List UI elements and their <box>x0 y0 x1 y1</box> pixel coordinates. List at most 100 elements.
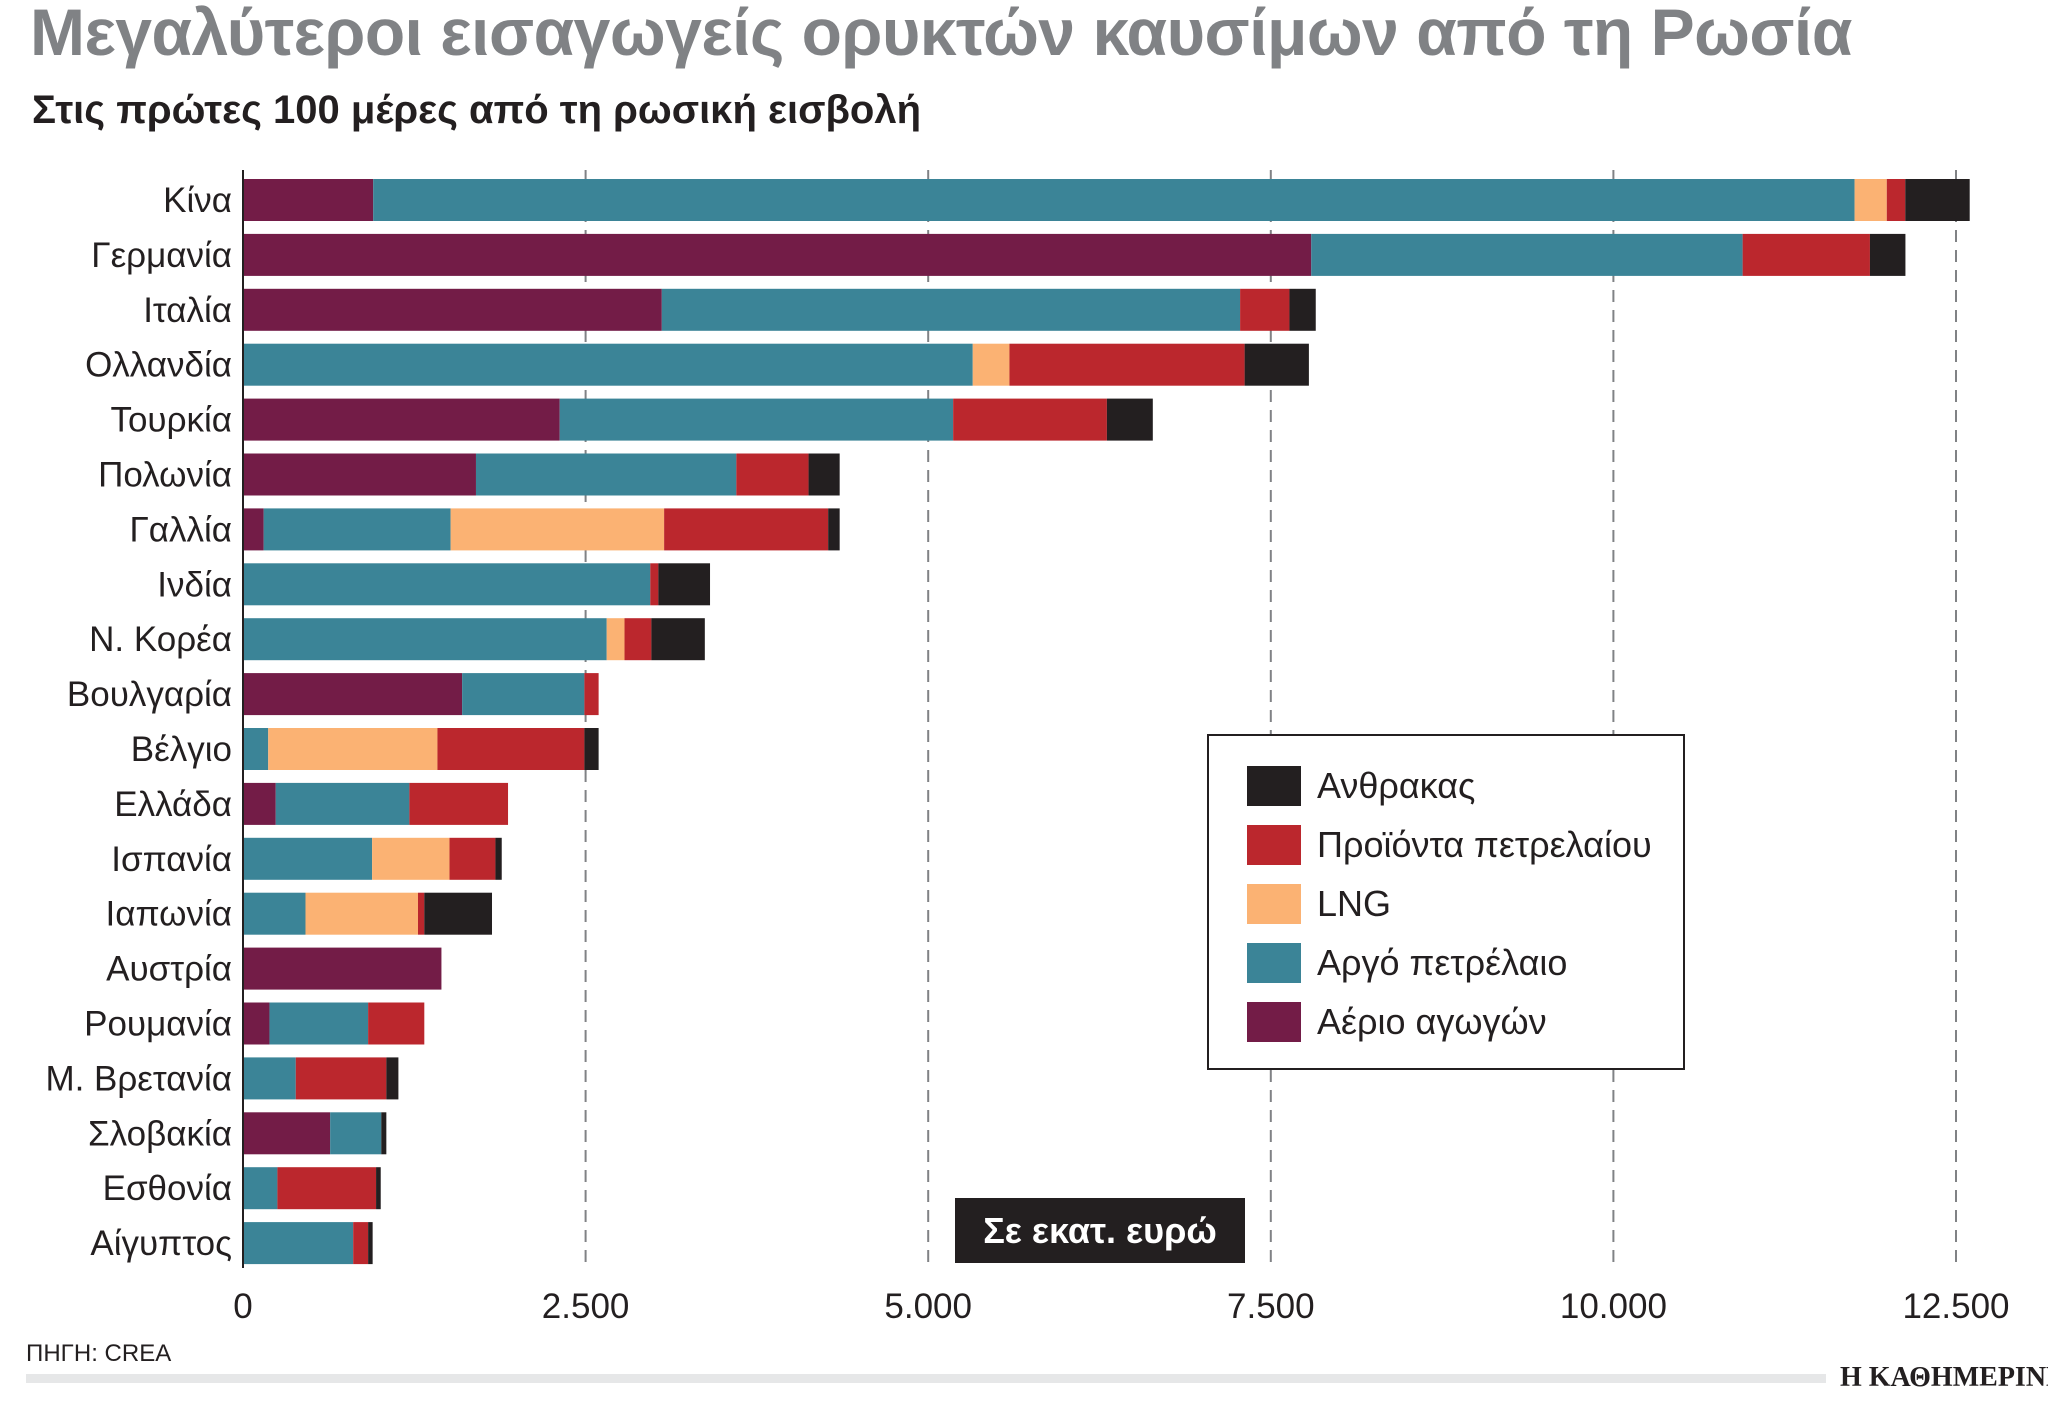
bar-segment <box>1240 288 1290 331</box>
bar-segment <box>418 892 425 935</box>
bar-segment <box>243 1057 296 1100</box>
bar-segment <box>277 1167 377 1210</box>
category-label: Ολλανδία <box>85 346 232 385</box>
bar-segment <box>450 508 665 551</box>
legend-swatch <box>1247 943 1301 983</box>
legend-label: LNG <box>1317 883 1392 924</box>
bar-segment <box>1106 398 1153 441</box>
bar-segment <box>268 728 438 770</box>
legend-item: LNG <box>1247 883 1392 924</box>
bar-segment <box>243 837 373 880</box>
legend-item: Ανθρακας <box>1247 765 1476 806</box>
bar-segment <box>1009 343 1245 386</box>
bar-segment <box>243 508 264 551</box>
bar-segment <box>243 673 463 716</box>
bar-segment <box>243 782 276 825</box>
category-label: Μ. Βρετανία <box>45 1059 232 1098</box>
category-label: Ισπανία <box>111 840 232 879</box>
category-label: Εσθονία <box>103 1169 232 1208</box>
category-label: Ρουμανία <box>84 1005 232 1044</box>
category-label: Τουρκία <box>110 401 232 440</box>
bar-segment <box>269 1002 369 1045</box>
bar-segment <box>295 1057 387 1100</box>
bar-segment <box>243 1112 331 1155</box>
x-tick-label: 12.500 <box>1902 1287 2009 1326</box>
legend-swatch <box>1247 884 1301 924</box>
category-label: Βουλγαρία <box>67 675 232 714</box>
x-tick-labels: 0 2.500 5.000 7.500 10.000 12.500 <box>233 1287 2009 1326</box>
legend-label: Αέριο αγωγών <box>1317 1001 1547 1042</box>
bar-segment <box>1886 179 1906 221</box>
category-label: Αίγυπτος <box>90 1224 232 1263</box>
bar-segment <box>376 1167 381 1210</box>
bar-segment <box>243 343 973 386</box>
bar-segment <box>243 398 560 441</box>
bar-segment <box>330 1112 382 1155</box>
bar-segment <box>243 1222 354 1265</box>
bar-segment <box>243 1002 270 1045</box>
bar-segment <box>664 508 829 551</box>
bar-segment <box>1311 233 1743 276</box>
bar-segment <box>559 398 954 441</box>
bar-segment <box>661 288 1241 331</box>
footer-divider <box>26 1374 1826 1383</box>
bar-segment <box>1289 288 1316 331</box>
x-tick-label: 10.000 <box>1560 1287 1667 1326</box>
category-label: Πολωνία <box>98 456 232 495</box>
legend-swatch <box>1247 1002 1301 1042</box>
bar-segment <box>263 508 451 551</box>
bar-segment <box>386 1057 399 1100</box>
legend-label: Προϊόντα πετρελαίου <box>1317 824 1652 865</box>
bar-segment <box>372 837 450 880</box>
bar-segment <box>243 728 269 770</box>
category-label: Ιταλία <box>143 291 232 330</box>
category-label: Ν. Κορέα <box>89 620 232 659</box>
bar-segment <box>651 618 705 661</box>
bar-segment <box>475 453 737 496</box>
bars <box>243 179 1970 1265</box>
bar-segment <box>808 453 840 496</box>
bar-segment <box>736 453 809 496</box>
chart-subtitle: Στις πρώτες 100 μέρες από τη ρωσική εισβ… <box>32 88 922 132</box>
category-label: Κίνα <box>163 181 232 220</box>
bar-segment <box>353 1222 369 1265</box>
legend-item: Προϊόντα πετρελαίου <box>1247 824 1652 865</box>
bar-segment <box>368 1002 425 1045</box>
bar-segment <box>606 618 625 661</box>
x-tick-label: 5.000 <box>884 1287 972 1326</box>
category-label: Βέλγιο <box>131 730 232 769</box>
category-label: Αυστρία <box>106 950 232 989</box>
bar-segment <box>658 563 711 606</box>
legend-item: Αργό πετρέλαιο <box>1247 942 1568 983</box>
legend: Ανθρακας Προϊόντα πετρελαίου LNG Αργό πετρέ… <box>1207 734 1685 1070</box>
bar-segment <box>243 618 607 661</box>
bar-segment <box>1244 343 1309 386</box>
category-label: Γερμανία <box>91 236 232 275</box>
bar-segment <box>972 343 1010 386</box>
category-label: Σλοβακία <box>88 1114 232 1153</box>
legend-label: Αργό πετρέλαιο <box>1317 942 1568 983</box>
legend-item: Αέριο αγωγών <box>1247 1001 1547 1042</box>
bar-segment <box>243 1167 278 1210</box>
bar-segment <box>305 892 419 935</box>
bar-segment <box>424 892 493 935</box>
gridlines <box>584 170 1957 1268</box>
legend-label: Ανθρακας <box>1317 765 1476 806</box>
bar-segment <box>243 288 662 331</box>
category-label: Ινδία <box>157 565 232 604</box>
x-tick-label: 0 <box>233 1287 252 1326</box>
bar-segment <box>953 398 1107 441</box>
bar-segment <box>449 837 496 880</box>
bar-segment <box>1742 233 1870 276</box>
publisher-logo: Η ΚΑΘΗΜΕΡΙΝΗ <box>1840 1362 2048 1393</box>
legend-swatch <box>1247 825 1301 865</box>
source-note: ΠΗΓΗ: CREA <box>26 1340 172 1367</box>
bar-segment <box>243 892 306 935</box>
category-labels: Κίνα Γερμανία Ιταλία Ολλανδία Τουρκία Πολωνία… <box>45 181 232 1263</box>
bar-segment <box>243 179 374 221</box>
bar-segment <box>828 508 840 551</box>
category-label: Γαλλία <box>129 510 232 549</box>
chart-title: Μεγαλύτεροι εισαγωγείς ορυκτών καυσίμων … <box>30 0 1852 69</box>
legend-swatch <box>1247 766 1301 806</box>
x-tick-label: 7.500 <box>1227 1287 1315 1326</box>
